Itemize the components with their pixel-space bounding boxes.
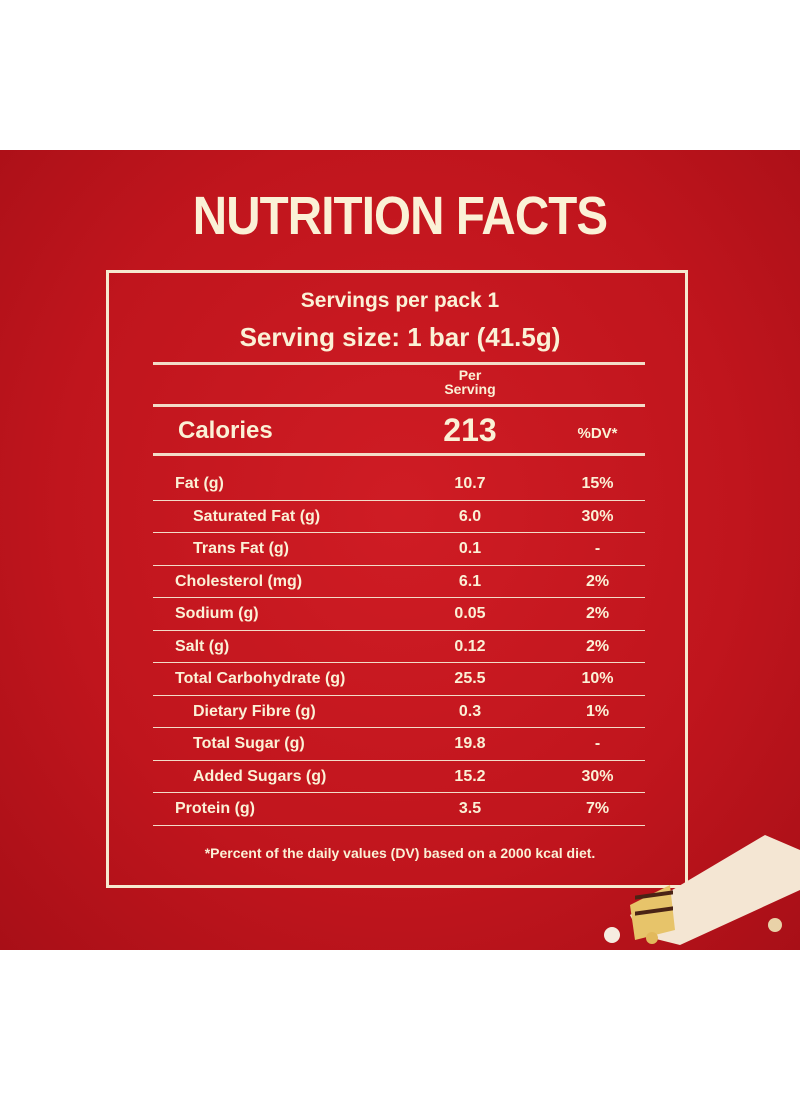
nutrient-dv: 1%	[585, 702, 610, 720]
nutrient-value: 15.2	[454, 767, 486, 785]
divider	[153, 404, 645, 407]
nutrient-row: Total Carbohydrate (g) 25.5 10%	[153, 663, 645, 695]
calories-value: 213	[443, 412, 497, 448]
nutrient-name: Sodium (g)	[175, 605, 259, 622]
nutrient-name: Cholesterol (mg)	[175, 572, 303, 590]
nutrient-name: Fat (g)	[175, 475, 224, 492]
row-divider	[153, 597, 645, 598]
row-divider	[153, 824, 645, 826]
nutrition-table-frame	[106, 270, 688, 888]
nutrient-dv: 30%	[581, 507, 614, 525]
nutrient-dv: -	[594, 540, 601, 557]
row-divider	[153, 499, 645, 501]
row-divider	[153, 662, 645, 663]
row-divider	[153, 629, 645, 631]
footnote: *Percent of the daily values (DV) based …	[204, 845, 596, 861]
nutrient-name: Total Carbohydrate (g)	[175, 670, 346, 687]
nutrient-row: Total Sugar (g) 19.8 -	[153, 728, 645, 760]
nutrient-value: 19.8	[454, 735, 486, 752]
nutrient-value: 0.05	[454, 605, 486, 622]
calories-label: Calories	[178, 417, 273, 444]
nutrient-row: Added Sugars (g) 15.2 30%	[153, 761, 645, 793]
nutrient-dv: 15%	[581, 475, 614, 492]
nutrient-name: Dietary Fibre (g)	[193, 702, 316, 720]
nutrient-value: 25.5	[454, 670, 486, 687]
nutrient-dv: 2%	[585, 605, 610, 622]
row-divider	[153, 792, 645, 793]
nutrient-row: Fat (g) 10.7 15%	[153, 468, 645, 500]
nutrient-value: 6.1	[458, 572, 482, 590]
nutrient-dv: -	[594, 735, 601, 752]
nutrient-name: Added Sugars (g)	[193, 767, 327, 785]
nutrient-dv: 30%	[581, 767, 614, 785]
nutrient-value: 0.1	[458, 540, 482, 557]
nutrient-row: Dietary Fibre (g) 0.3 1%	[153, 696, 645, 728]
nutrient-name: Total Sugar (g)	[193, 735, 305, 752]
page-title: NUTRITION FACTS	[192, 186, 608, 246]
dv-header: %DV*	[577, 425, 618, 442]
per-serving-header: Per Serving	[444, 367, 496, 397]
nutrient-value: 6.0	[458, 507, 482, 525]
divider	[153, 453, 645, 456]
nutrient-name: Protein (g)	[175, 800, 255, 817]
nutrient-value: 0.3	[458, 702, 482, 720]
nutrient-dv: 10%	[581, 670, 614, 687]
nutrient-name: Saturated Fat (g)	[193, 507, 321, 525]
nutrient-row: Saturated Fat (g) 6.0 30%	[153, 501, 645, 533]
nutrient-name: Trans Fat (g)	[193, 540, 290, 557]
row-divider	[153, 727, 645, 728]
serving-size: Serving size: 1 bar (41.5g)	[239, 322, 561, 352]
nutrient-row: Protein (g) 3.5 7%	[153, 793, 645, 825]
nutrient-row: Sodium (g) 0.05 2%	[153, 598, 645, 630]
row-divider	[153, 564, 645, 566]
nutrient-value: 3.5	[458, 800, 482, 817]
nutrient-name: Salt (g)	[175, 637, 230, 655]
row-divider	[153, 532, 645, 533]
nutrient-value: 0.12	[454, 637, 486, 655]
nutrient-dv: 7%	[585, 800, 610, 817]
divider	[153, 362, 645, 365]
nutrient-dv: 2%	[585, 572, 610, 590]
row-divider	[153, 759, 645, 761]
red-panel: NUTRITION FACTS Servings per pack 1 Serv…	[0, 150, 800, 950]
nutrient-row: Salt (g) 0.12 2%	[153, 631, 645, 663]
row-divider	[153, 694, 645, 696]
nutrient-row: Trans Fat (g) 0.1 -	[153, 533, 645, 565]
nutrient-value: 10.7	[454, 475, 486, 492]
wafer-bar-image	[604, 835, 800, 945]
nutrient-row: Cholesterol (mg) 6.1 2%	[153, 566, 645, 598]
servings-per-pack: Servings per pack 1	[300, 289, 500, 312]
nutrient-dv: 2%	[585, 637, 610, 655]
